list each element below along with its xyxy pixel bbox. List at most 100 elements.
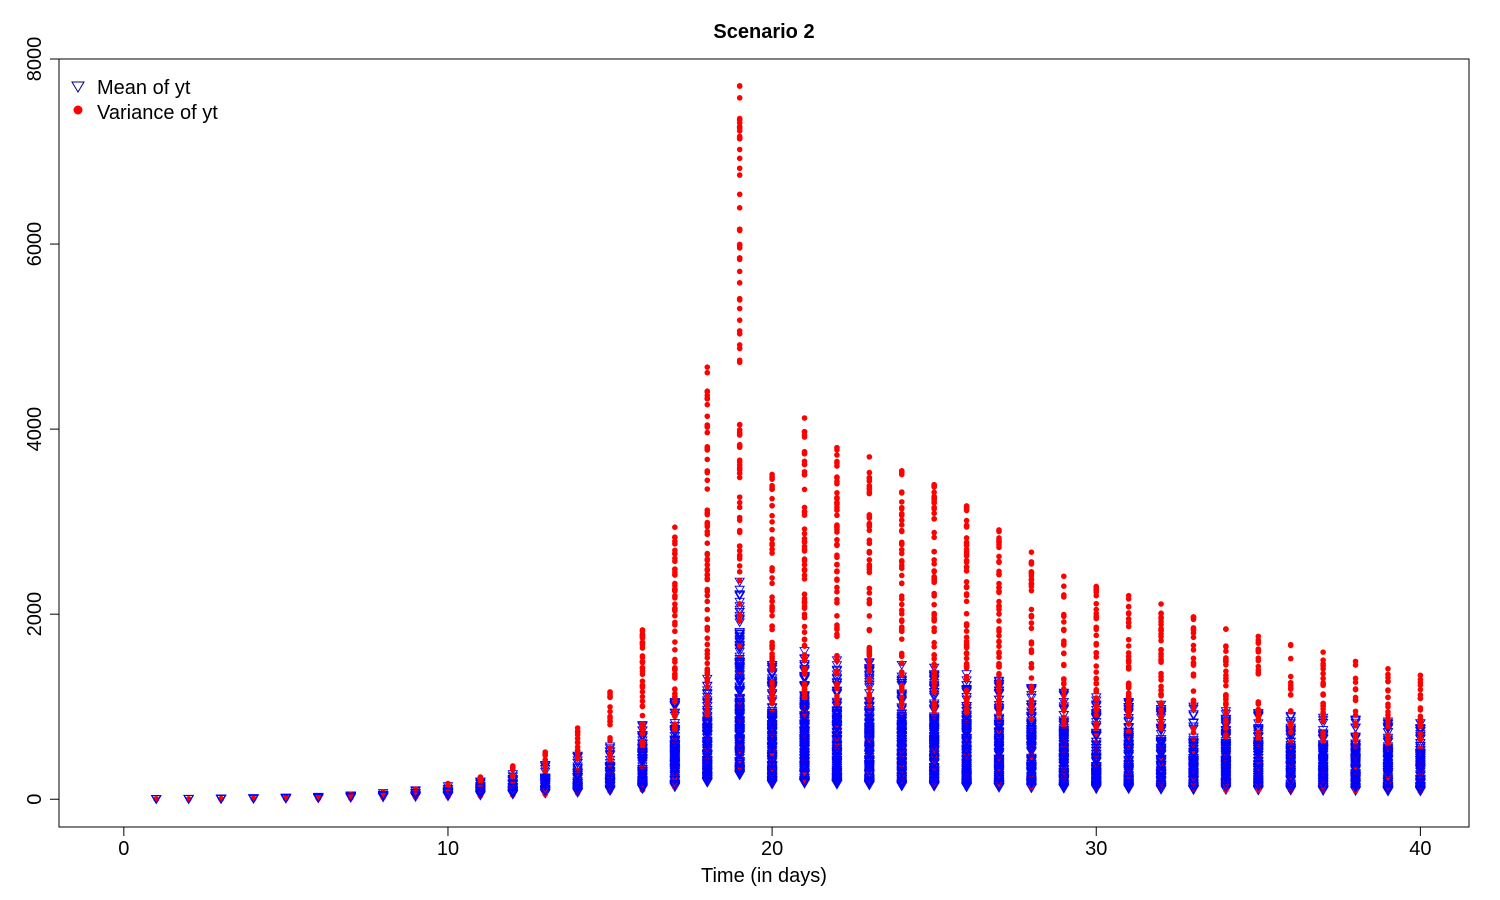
variance-point (672, 693, 678, 700)
variance-point (1385, 719, 1391, 725)
variance-point (1093, 606, 1100, 613)
variance-point (1028, 708, 1035, 715)
variance-point (834, 568, 840, 574)
variance-point (996, 618, 1002, 624)
variance-point (1061, 611, 1067, 618)
mean-point (701, 722, 713, 732)
variance-point (736, 155, 743, 162)
variance-point (704, 708, 711, 715)
mean-point (572, 770, 583, 780)
variance-point (1287, 679, 1294, 686)
mean-point (669, 741, 681, 751)
variance-point (996, 628, 1002, 635)
variance-point (1385, 701, 1391, 707)
variance-point (866, 512, 873, 518)
variance-point (542, 763, 549, 769)
variance-point (834, 576, 840, 582)
variance-point (509, 773, 516, 780)
variance-point (1158, 673, 1164, 680)
variance-point (736, 617, 743, 624)
variance-point (736, 242, 743, 248)
variance-point (996, 604, 1002, 610)
variance-point (1255, 663, 1262, 670)
variance-point (834, 682, 840, 689)
variance-point (1061, 661, 1067, 668)
variance-point (996, 670, 1002, 677)
variance-point (1125, 697, 1132, 703)
variance-point (834, 523, 840, 530)
variance-point (1125, 596, 1132, 602)
variance-point (704, 507, 711, 513)
variance-point (1125, 643, 1132, 649)
variance-point (704, 401, 711, 408)
variance-point (769, 540, 775, 547)
variance-point (963, 583, 970, 590)
variance-point (996, 704, 1002, 711)
variance-point (1093, 669, 1100, 675)
variance-point (1125, 681, 1132, 688)
variance-point (898, 557, 905, 564)
variance-point (1287, 655, 1294, 662)
variance-point (898, 541, 905, 548)
variance-point (801, 600, 808, 606)
variance-point (704, 456, 711, 463)
variance-point (1028, 625, 1035, 632)
mean-point (1415, 742, 1426, 752)
variance-point (1028, 685, 1035, 691)
variance-point (704, 388, 711, 394)
mean-point (604, 762, 616, 772)
variance-point (704, 635, 711, 642)
variance-point (963, 628, 970, 634)
variance-point (1352, 686, 1359, 692)
variance-point (1352, 675, 1359, 682)
variance-point (963, 564, 970, 570)
variance-point (1061, 692, 1067, 699)
variance-point (704, 616, 711, 623)
variance-point (834, 475, 840, 481)
variance-point (736, 504, 743, 511)
variance-point (769, 658, 775, 664)
mean-point (1253, 724, 1264, 734)
variance-point (769, 598, 775, 605)
variance-point (672, 628, 678, 635)
variance-point (1190, 697, 1197, 704)
variance-point (639, 654, 646, 661)
variance-point (963, 673, 970, 680)
variance-point (1158, 628, 1164, 634)
mean-point (637, 771, 648, 781)
variance-point (1352, 712, 1359, 718)
variance-point (1093, 592, 1100, 599)
variance-point (963, 578, 970, 585)
variance-point (898, 596, 905, 602)
mean-point (604, 779, 616, 789)
variance-point (1093, 680, 1100, 687)
variance-point (672, 566, 678, 573)
variance-point (1061, 583, 1067, 589)
mean-point (734, 630, 745, 640)
variance-point (704, 519, 711, 526)
variance-point (1287, 691, 1294, 698)
variance-point (769, 594, 775, 600)
y-tick-label: 6000 (24, 222, 46, 267)
variance-point (1385, 739, 1391, 746)
mean-point (637, 782, 648, 792)
variance-point (931, 639, 937, 646)
variance-point (1320, 692, 1326, 698)
variance-point (1190, 634, 1197, 641)
variance-point (1125, 619, 1132, 626)
variance-point (931, 577, 937, 583)
variance-point (736, 569, 743, 575)
variance-point (931, 601, 937, 608)
variance-point (1061, 626, 1067, 633)
variance-point (1417, 695, 1424, 702)
variance-point (736, 499, 743, 506)
variance-point (963, 505, 970, 512)
variance-point (769, 567, 775, 574)
variance-point (639, 635, 646, 641)
variance-point (1093, 712, 1100, 718)
variance-point (736, 255, 743, 261)
variance-point (1158, 601, 1164, 607)
variance-point (736, 494, 743, 500)
variance-point (1352, 679, 1359, 685)
